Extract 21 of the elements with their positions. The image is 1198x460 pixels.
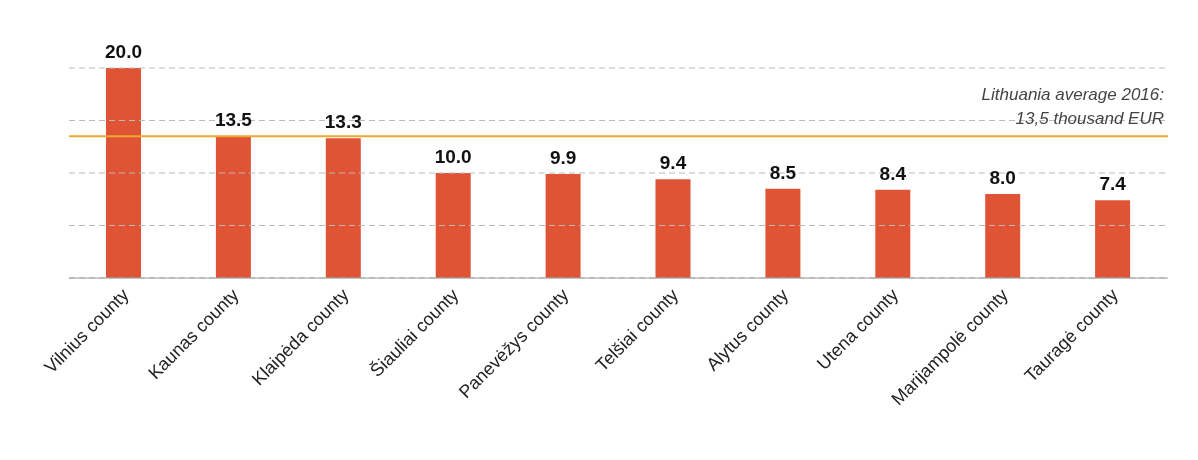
data-label: 10.0 (434, 146, 472, 167)
data-label: 13.3 (324, 111, 362, 133)
data-label: 13.5 (214, 109, 253, 131)
data-label: 8.0 (989, 167, 1016, 188)
bar (435, 173, 471, 278)
data-label: 8.4 (879, 162, 907, 184)
bar (985, 194, 1021, 278)
data-label: 9.9 (549, 147, 577, 169)
data-label: 7.4 (1099, 173, 1127, 195)
bar (325, 138, 361, 278)
bar (765, 188, 801, 278)
bar (655, 179, 691, 278)
data-label: 8.5 (769, 161, 797, 183)
data-label: 9.4 (659, 152, 687, 174)
ref-line-label: Lithuania average 2016: 13,5 thousand EUR (981, 85, 1165, 129)
bar (875, 189, 911, 278)
bar (545, 174, 581, 278)
data-label: 20.0 (105, 41, 142, 62)
bar (1095, 200, 1131, 278)
bar (106, 68, 141, 278)
bar (215, 136, 251, 278)
